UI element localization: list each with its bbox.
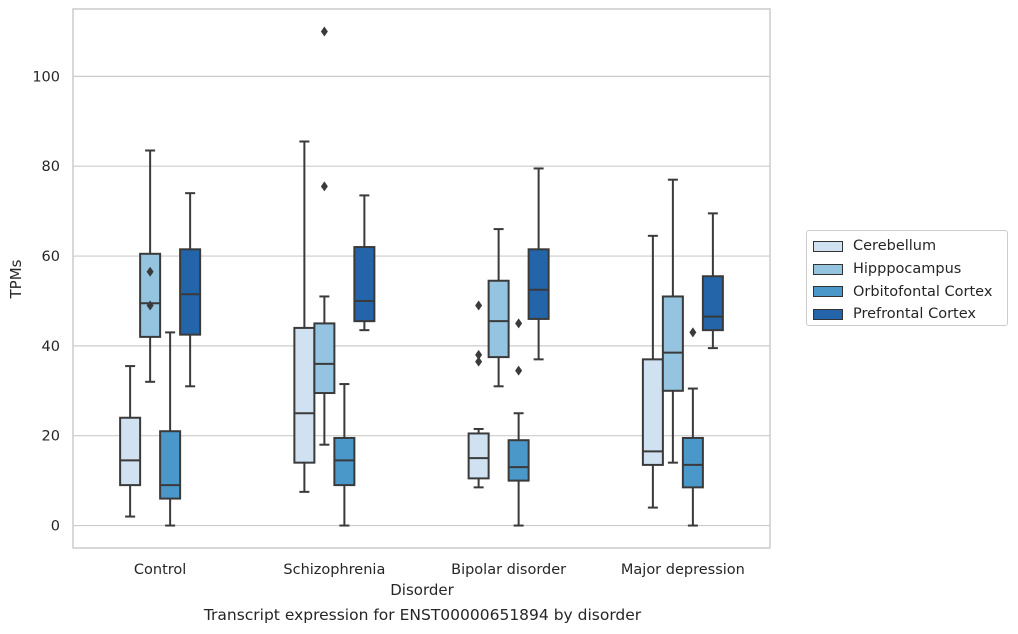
box-iqr <box>527 248 550 320</box>
box-plot <box>139 149 162 383</box>
x-tick-label: Schizophrenia <box>283 562 385 578</box>
box-plot <box>313 26 336 446</box>
box-plot <box>119 365 142 518</box>
legend-swatch <box>813 286 843 298</box>
y-tick-label: 20 <box>42 429 60 445</box>
x-axis-label: Disorder <box>390 581 454 599</box>
legend-label: Cerebellum <box>853 238 937 255</box>
box-iqr <box>641 358 664 466</box>
legend-swatch <box>813 308 843 320</box>
box-plot <box>333 383 356 527</box>
outlier-point <box>689 327 697 338</box>
box-iqr <box>139 252 162 338</box>
box-plot <box>641 234 664 509</box>
outlier-point <box>146 266 154 277</box>
box-plot <box>487 228 510 388</box>
y-tick-label: 0 <box>51 519 60 535</box>
legend-item: Cerebellum <box>813 235 1007 258</box>
box-iqr <box>681 436 704 489</box>
box-iqr <box>333 436 356 487</box>
legend-label: Orbitofontal Cortex <box>853 283 993 300</box>
box-iqr <box>119 416 142 487</box>
x-tick-labels: Control Schizophrenia Bipolar disorder Majo… <box>134 562 745 578</box>
box-plot <box>527 167 550 361</box>
box-plot <box>681 327 704 527</box>
outlier-point <box>320 26 328 37</box>
box-plot <box>701 212 724 350</box>
x-tick-label: Bipolar disorder <box>451 562 566 578</box>
box-iqr <box>661 295 684 392</box>
box-iqr <box>487 279 510 359</box>
y-axis-label: TPMs <box>7 259 25 299</box>
chart-caption: Transcript expression for ENST0000065189… <box>203 606 642 624</box>
legend-swatch <box>813 263 843 275</box>
legend-swatch <box>813 240 843 252</box>
y-tick-label: 60 <box>42 249 60 265</box>
outlier-point <box>146 300 154 311</box>
outlier-point <box>475 356 483 367</box>
box-iqr <box>467 432 490 480</box>
y-tick-labels: 0 20 40 60 80 100 <box>32 69 60 534</box>
legend-item: Prefrontal Cortex <box>813 303 1007 326</box>
box-plot <box>507 318 530 527</box>
x-tick-label: Control <box>134 562 186 578</box>
y-tick-label: 100 <box>32 69 60 85</box>
box-plot <box>353 194 376 332</box>
box-plot <box>179 192 202 388</box>
box-plot <box>467 300 490 489</box>
outlier-point <box>320 181 328 192</box>
box-iqr <box>701 275 724 332</box>
box-iqr <box>353 246 376 323</box>
box-iqr <box>179 248 202 336</box>
box-iqr <box>159 430 182 500</box>
box-plots <box>119 26 724 527</box>
legend-label: Hipppocampus <box>853 261 962 278</box>
y-tick-label: 80 <box>42 159 60 175</box>
box-plot <box>159 331 182 527</box>
outlier-point <box>475 300 483 311</box>
box-iqr <box>293 326 316 464</box>
outlier-point <box>515 318 523 329</box>
legend-item: Orbitofontal Cortex <box>813 280 1007 303</box>
legend-item: Hipppocampus <box>813 258 1007 281</box>
outlier-point <box>475 349 483 360</box>
outlier-point <box>515 365 523 376</box>
legend-label: Prefrontal Cortex <box>853 306 976 323</box>
box-plot <box>661 178 684 464</box>
legend: Cerebellum Hipppocampus Orbitofontal Corte… <box>806 230 1008 326</box>
box-iqr <box>507 439 530 482</box>
box-plot <box>293 140 316 493</box>
x-tick-label: Major depression <box>621 562 745 578</box>
y-tick-label: 40 <box>42 339 60 355</box>
box-iqr <box>313 322 336 395</box>
